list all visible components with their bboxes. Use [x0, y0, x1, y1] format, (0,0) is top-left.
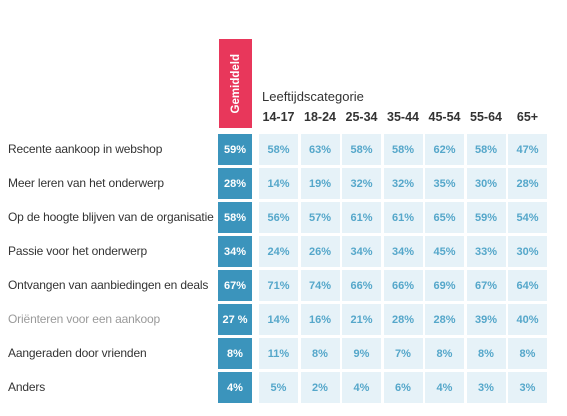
row-label: Meer leren van het onderwerp: [8, 176, 164, 190]
value-cell: 19%: [300, 168, 340, 199]
value-cell: 66%: [383, 270, 423, 301]
value-cell: 7%: [383, 338, 423, 369]
value-cell: 58%: [342, 134, 381, 165]
value-cell: 4%: [342, 372, 381, 403]
table-row: Aangeraden door vrienden 8% 11% 8% 9% 7% 8% 8% 8…: [0, 338, 567, 369]
row-label: Op de hoogte blijven van de organisatie: [8, 210, 214, 224]
value-cell: 26%: [300, 236, 340, 267]
table-row: Anders 4% 5% 2% 4% 6% 4% 3% 3%: [0, 372, 567, 403]
value-cell: 8%: [425, 338, 464, 369]
value-cell: 4%: [425, 372, 464, 403]
value-cell: 33%: [466, 236, 506, 267]
value-cell: 35%: [425, 168, 464, 199]
value-cell: 8%: [300, 338, 340, 369]
value-cell: 45%: [425, 236, 464, 267]
table-row: Op de hoogte blijven van de organisatie 5…: [0, 202, 567, 233]
value-cell: 11%: [259, 338, 298, 369]
value-cell: 30%: [508, 236, 547, 267]
value-cell: 6%: [383, 372, 423, 403]
value-cell: 32%: [342, 168, 381, 199]
average-cell: 28%: [218, 168, 252, 199]
value-cell: 14%: [259, 168, 298, 199]
value-cell: 63%: [300, 134, 340, 165]
value-cell: 67%: [466, 270, 506, 301]
age-group-header: 14-17: [262, 110, 295, 124]
value-cell: 74%: [300, 270, 340, 301]
value-cell: 3%: [466, 372, 506, 403]
value-cell: 9%: [342, 338, 381, 369]
value-cell: 58%: [383, 134, 423, 165]
value-cell: 57%: [300, 202, 340, 233]
value-cell: 47%: [508, 134, 547, 165]
average-cell: 8%: [218, 338, 252, 369]
age-group-header: 18-24: [304, 110, 336, 124]
value-cell: 34%: [342, 236, 381, 267]
value-cell: 59%: [466, 202, 506, 233]
value-cell: 58%: [466, 134, 506, 165]
value-cell: 65%: [425, 202, 464, 233]
row-label: Anders: [8, 380, 46, 394]
row-label: Recente aankoop in webshop: [8, 142, 163, 156]
average-cell: 27 %: [218, 304, 252, 335]
value-cell: 28%: [508, 168, 547, 199]
value-cell: 71%: [259, 270, 298, 301]
value-cell: 16%: [300, 304, 340, 335]
value-cell: 61%: [383, 202, 423, 233]
value-cell: 8%: [466, 338, 506, 369]
age-group-header: 65+: [516, 110, 539, 124]
average-cell: 34%: [218, 236, 252, 267]
age-group-header: 25-34: [345, 110, 378, 124]
value-cell: 21%: [342, 304, 381, 335]
table-row: Ontvangen van aanbiedingen en deals 67% 71…: [0, 270, 567, 301]
value-cell: 30%: [466, 168, 506, 199]
value-cell: 69%: [425, 270, 464, 301]
table-row: Recente aankoop in webshop 59% 58% 63% 58% 58…: [0, 134, 567, 165]
row-label: Passie voor het onderwerp: [8, 244, 147, 258]
value-cell: 24%: [259, 236, 298, 267]
value-cell: 62%: [425, 134, 464, 165]
value-cell: 28%: [425, 304, 464, 335]
table-row: Oriënteren voor een aankoop 27 % 14% 16% 21%…: [0, 304, 567, 335]
age-group-header: 35-44: [387, 110, 419, 124]
age-group-header: 55-64: [470, 110, 502, 124]
row-label: Ontvangen van aanbiedingen en deals: [8, 278, 209, 292]
average-column-label: Gemiddeld: [229, 53, 242, 114]
value-cell: 14%: [259, 304, 298, 335]
value-cell: 58%: [259, 134, 298, 165]
age-group-header: 45-54: [428, 110, 461, 124]
average-cell: 4%: [218, 372, 252, 403]
value-cell: 28%: [383, 304, 423, 335]
average-cell: 67%: [218, 270, 252, 301]
value-cell: 61%: [342, 202, 381, 233]
value-cell: 5%: [259, 372, 298, 403]
table-row: Meer leren van het onderwerp 28% 14% 19% 32%…: [0, 168, 567, 199]
value-cell: 56%: [259, 202, 298, 233]
row-label: Oriënteren voor een aankoop: [8, 312, 161, 326]
value-cell: 32%: [383, 168, 423, 199]
value-cell: 8%: [508, 338, 547, 369]
age-category-label: Leeftijdscategorie: [262, 89, 364, 104]
average-cell: 59%: [218, 134, 252, 165]
average-column-header: Gemiddeld: [219, 39, 252, 128]
value-cell: 39%: [466, 304, 506, 335]
value-cell: 66%: [342, 270, 381, 301]
value-cell: 54%: [508, 202, 547, 233]
table-row: Passie voor het onderwerp 34% 24% 26% 34% 34%…: [0, 236, 567, 267]
value-cell: 40%: [508, 304, 547, 335]
value-cell: 64%: [508, 270, 547, 301]
value-cell: 2%: [300, 372, 340, 403]
average-cell: 58%: [218, 202, 252, 233]
row-label: Aangeraden door vrienden: [8, 346, 147, 360]
value-cell: 3%: [508, 372, 547, 403]
value-cell: 34%: [383, 236, 423, 267]
